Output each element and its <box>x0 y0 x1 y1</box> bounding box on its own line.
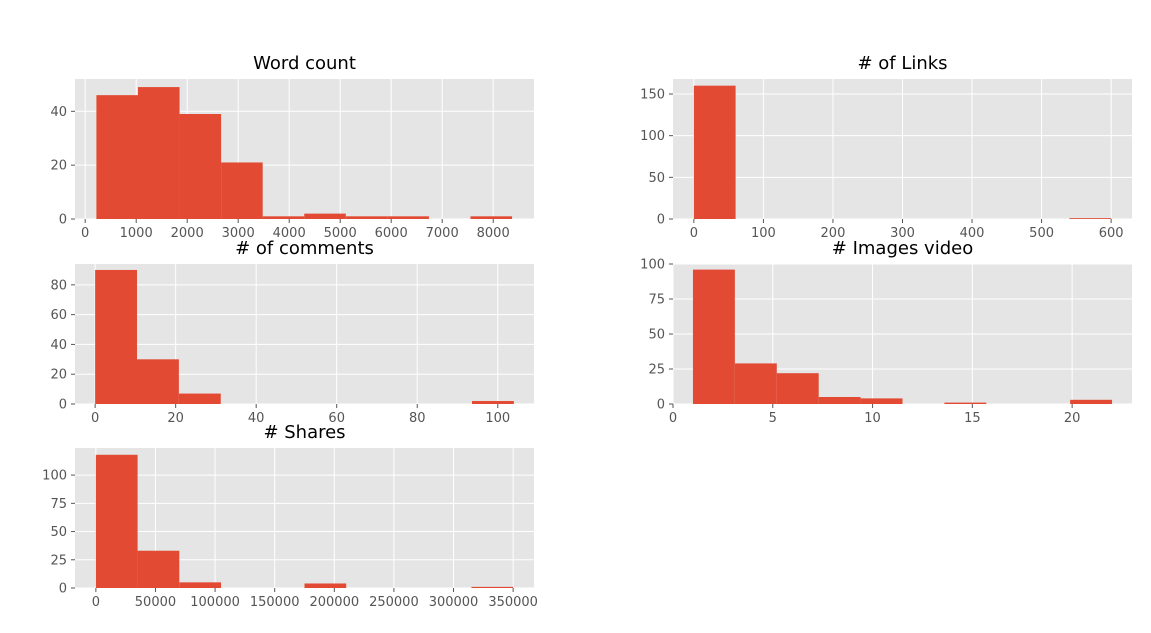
y-tick-label: 0 <box>657 213 665 228</box>
y-tick-label: 25 <box>648 363 665 378</box>
x-tick-label: 20 <box>1064 411 1081 426</box>
x-tick-label: 300000 <box>429 595 479 610</box>
y-tick-label: 0 <box>59 582 67 597</box>
histogram-bar <box>692 269 735 404</box>
histogram-bar <box>387 216 429 219</box>
chart-title: # Shares <box>263 422 345 443</box>
y-tick-label: 40 <box>50 338 67 353</box>
histogram-bar <box>471 401 514 404</box>
x-tick-label: 0 <box>91 411 99 426</box>
histogram-bar <box>178 393 221 404</box>
x-tick-label: 5000 <box>324 226 357 241</box>
images-video-histogram: 0 5 10 15 20 0 25 50 75 100 # Images video <box>640 238 1132 426</box>
y-tick-label: 50 <box>648 328 665 343</box>
y-tick-label: 20 <box>50 368 67 383</box>
histogram-bar <box>96 95 138 219</box>
histogram-bar <box>137 359 179 404</box>
x-tick-label: 15 <box>964 411 981 426</box>
histogram-bar <box>860 398 903 404</box>
y-tick-label: 100 <box>42 469 67 484</box>
x-tick-label: 50000 <box>135 595 176 610</box>
y-tick-label: 60 <box>50 308 67 323</box>
chart-title: # Images video <box>832 238 973 259</box>
x-tick-label: 1000 <box>120 226 153 241</box>
x-tick-label: 0 <box>92 595 100 610</box>
histogram-bar <box>179 582 222 588</box>
x-tick-label: 500 <box>1029 226 1054 241</box>
links-histogram: 0 100 200 300 400 500 600 0 50 100 150 # of Links <box>640 53 1132 241</box>
x-tick-label: 80 <box>409 411 426 426</box>
x-tick-label: 20 <box>167 411 184 426</box>
y-tick-label: 40 <box>50 105 67 120</box>
x-tick-label: 400 <box>960 226 985 241</box>
histogram-bar <box>1069 218 1112 219</box>
x-tick-label: 300 <box>890 226 915 241</box>
x-tick-label: 200 <box>821 226 846 241</box>
histogram-bar <box>471 586 514 588</box>
histogram-bar <box>95 454 138 588</box>
histogram-bar <box>470 216 513 219</box>
y-tick-label: 20 <box>50 159 67 174</box>
x-tick-label: 100 <box>751 226 776 241</box>
x-tick-label: 0 <box>81 226 89 241</box>
x-tick-label: 40 <box>248 411 265 426</box>
histogram-bar <box>345 216 388 219</box>
histogram-bar <box>262 216 305 219</box>
x-tick-label: 60 <box>328 411 345 426</box>
y-tick-label: 100 <box>640 129 665 144</box>
histogram-bar <box>304 213 346 219</box>
histogram-bar <box>137 550 180 588</box>
histogram-bar <box>221 162 263 219</box>
y-tick-label: 0 <box>59 213 67 228</box>
y-tick-label: 0 <box>59 398 67 413</box>
shares-histogram: 0 50000 100000 150000 200000 250000 300000 3500… <box>42 422 538 610</box>
x-tick-label: 100000 <box>190 595 240 610</box>
word-count-histogram: 0 1000 2000 3000 4000 5000 6000 7000 8000 0 20 40 Wo… <box>50 53 534 241</box>
histogram-bar <box>693 85 736 220</box>
x-tick-label: 0 <box>690 226 698 241</box>
histogram-bar <box>137 87 180 219</box>
histogram-bar <box>304 583 347 588</box>
histogram-bar <box>95 269 138 404</box>
histogram-bar <box>818 397 861 404</box>
y-tick-label: 75 <box>50 497 67 512</box>
x-tick-label: 7000 <box>426 226 459 241</box>
y-tick-label: 50 <box>648 171 665 186</box>
x-tick-label: 250000 <box>369 595 419 610</box>
x-tick-label: 350000 <box>488 595 538 610</box>
x-tick-label: 6000 <box>375 226 408 241</box>
histogram-bar <box>179 114 222 219</box>
y-tick-label: 50 <box>50 525 67 540</box>
y-tick-label: 80 <box>50 278 67 293</box>
x-tick-label: 150000 <box>250 595 300 610</box>
chart-title: Word count <box>253 53 356 74</box>
chart-title: # of Links <box>857 53 947 74</box>
histogram-bar <box>734 363 777 404</box>
x-tick-label: 3000 <box>222 226 255 241</box>
x-tick-label: 8000 <box>477 226 510 241</box>
y-tick-label: 25 <box>50 553 67 568</box>
y-tick-label: 0 <box>657 398 665 413</box>
x-tick-label: 5 <box>769 411 777 426</box>
x-tick-label: 4000 <box>273 226 306 241</box>
x-tick-label: 200000 <box>309 595 359 610</box>
histogram-bar <box>1070 399 1113 404</box>
x-tick-label: 0 <box>669 411 677 426</box>
y-tick-label: 100 <box>640 258 665 273</box>
histogram-bar <box>944 402 987 404</box>
comments-histogram: 0 20 40 60 80 100 0 20 40 60 80 # of comments <box>50 238 534 426</box>
y-tick-label: 150 <box>640 88 665 103</box>
x-tick-label: 100 <box>485 411 510 426</box>
x-tick-label: 2000 <box>171 226 204 241</box>
chart-title: # of comments <box>235 238 374 259</box>
histogram-bar <box>776 373 819 404</box>
y-tick-label: 75 <box>648 293 665 308</box>
x-tick-label: 10 <box>864 411 881 426</box>
x-tick-label: 600 <box>1099 226 1124 241</box>
